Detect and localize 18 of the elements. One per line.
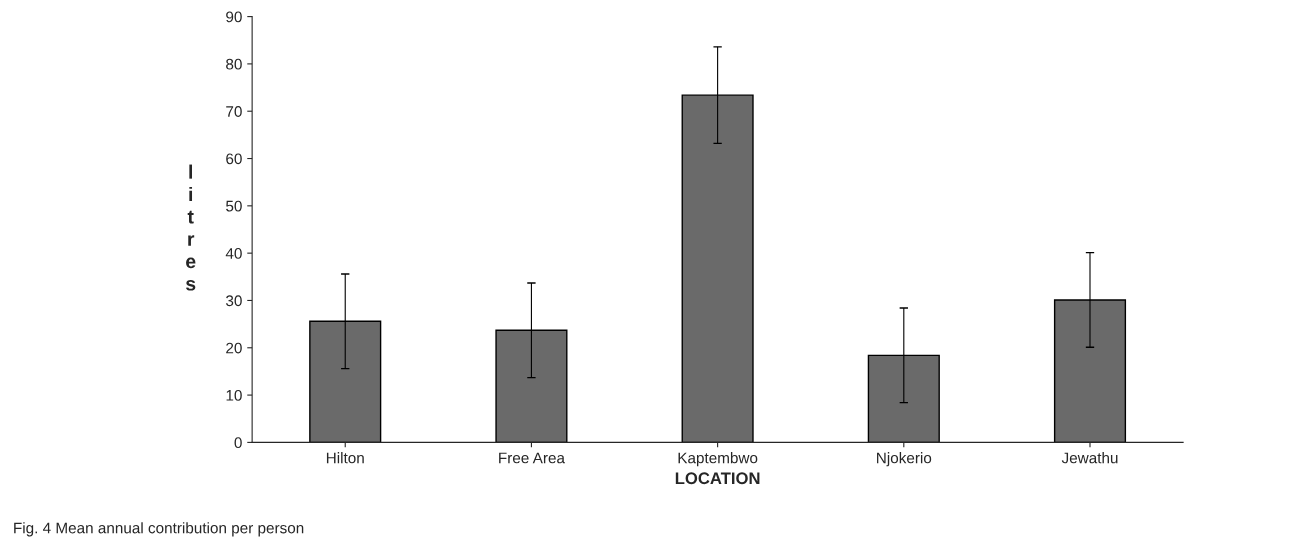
y-tick-label: 10: [226, 389, 242, 401]
y-tick-label: 60: [226, 153, 242, 165]
y-tick-label: 30: [226, 295, 242, 307]
caption: Fig. 4 Mean annual contribution per person: [14, 522, 304, 537]
x-tick-label: Jewathu: [1061, 452, 1118, 464]
y-tick-label: 0: [234, 437, 242, 449]
x-tick-label: Hilton: [326, 452, 364, 464]
x-tick-label: Kaptembwo: [678, 452, 758, 467]
y-tick-label: 40: [225, 248, 242, 259]
y-tick-label: 90: [226, 11, 242, 23]
x-tick-label: Free Area: [499, 452, 565, 464]
y-axis-title: litres: [185, 164, 196, 291]
x-axis-title: LOCATION: [675, 472, 760, 485]
y-tick-label: 20: [226, 342, 242, 354]
y-tick-label: 50: [226, 200, 242, 212]
y-tick-label: 80: [226, 58, 242, 70]
y-tick-label: 70: [226, 106, 242, 117]
x-tick-label: Njokerio: [877, 452, 932, 467]
